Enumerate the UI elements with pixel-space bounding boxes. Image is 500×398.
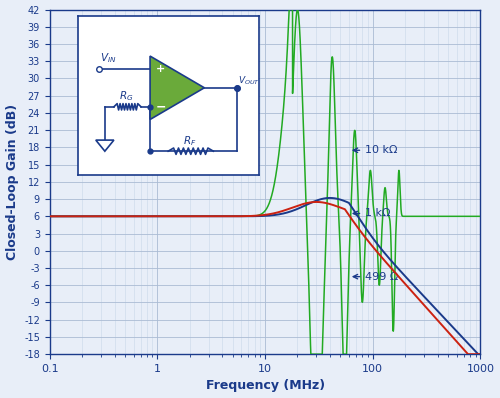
Text: 499 Ω: 499 Ω	[353, 271, 399, 282]
X-axis label: Frequency (MHz): Frequency (MHz)	[206, 379, 324, 392]
Text: 10 kΩ: 10 kΩ	[353, 145, 398, 155]
Text: 1 kΩ: 1 kΩ	[353, 209, 391, 219]
Y-axis label: Closed-Loop Gain (dB): Closed-Loop Gain (dB)	[6, 104, 18, 260]
